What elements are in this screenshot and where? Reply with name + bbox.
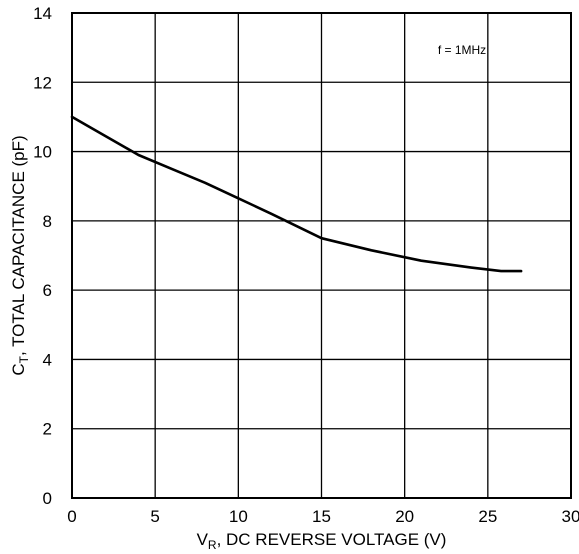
y-tick-label: 4 (43, 350, 52, 369)
x-tick-label: 10 (229, 507, 248, 526)
y-axis-text: , TOTAL CAPACITANCE (pF) (9, 135, 28, 356)
x-axis-symbol: V (197, 530, 209, 549)
x-tick-label: 5 (150, 507, 159, 526)
y-tick-label: 12 (33, 73, 52, 92)
y-tick-label: 8 (43, 212, 52, 231)
y-axis-subscript: T (17, 355, 31, 363)
y-tick-label: 0 (43, 489, 52, 508)
x-axis-title: VR, DC REVERSE VOLTAGE (V) (197, 530, 447, 552)
x-tick-label: 15 (312, 507, 331, 526)
x-tick-label: 30 (562, 507, 579, 526)
frequency-annotation: f = 1MHz (438, 43, 486, 57)
plot-frame (71, 12, 572, 499)
y-tick-label: 2 (43, 420, 52, 439)
grid-lines (71, 12, 572, 499)
x-axis-text: , DC REVERSE VOLTAGE (V) (217, 530, 447, 549)
series-group (70, 115, 523, 273)
x-tick-labels: 0 5 10 15 20 25 30 (67, 507, 579, 526)
x-tick-label: 20 (395, 507, 414, 526)
y-axis-title: CT, TOTAL CAPACITANCE (pF) (9, 135, 31, 375)
y-tick-label: 10 (33, 143, 52, 162)
x-axis-subscript: R (208, 538, 217, 552)
y-tick-label: 6 (43, 281, 52, 300)
y-axis-symbol: C (9, 363, 28, 375)
x-tick-label: 0 (67, 507, 76, 526)
y-tick-label: 14 (33, 4, 52, 23)
y-tick-labels: 0 2 4 6 8 10 12 14 (33, 4, 52, 508)
capacitance-curve (70, 115, 523, 273)
x-tick-label: 25 (478, 507, 497, 526)
